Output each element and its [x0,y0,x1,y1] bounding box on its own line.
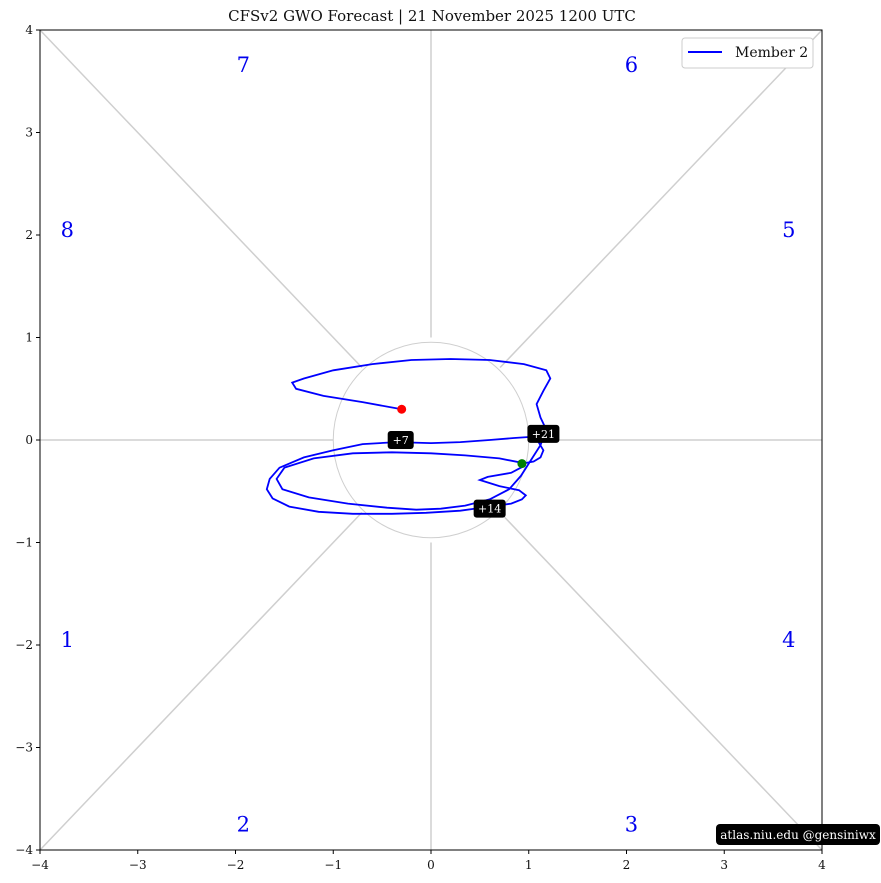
watermark: atlas.niu.edu @gensiniwx [716,824,880,845]
series-line-member-2 [265,358,552,515]
lead-label-box [387,431,414,449]
x-tick-label: 2 [623,858,631,872]
phase-guide-lines [39,29,823,851]
legend-label-member-2: Member 2 [735,45,808,61]
x-tick-label: −1 [324,858,342,872]
x-tick-label: 3 [720,858,728,872]
phase-label-1: 1 [61,628,74,652]
lead-label-text: +7 [393,434,409,447]
phase-label-5: 5 [782,218,795,242]
y-tick-label: 3 [25,126,33,140]
phase-label-3: 3 [625,812,638,836]
lead-label-text: +21 [532,428,555,441]
x-tick-label: 1 [525,858,533,872]
guide-diag-sw [39,511,363,851]
lead-label-plus-21: +21 [527,424,560,443]
y-tick-label: −3 [15,741,33,755]
phase-label-2: 2 [237,812,250,836]
watermark-box [716,824,880,845]
start-marker [517,459,527,469]
chart-title: CFSv2 GWO Forecast | 21 November 2025 12… [228,7,636,25]
lead-day-labels: +7 +14 +21 [387,424,560,518]
x-axis-ticks: −4 −3 −2 −1 0 1 2 3 4 [31,850,826,872]
legend-box [681,37,814,69]
y-tick-label: 1 [25,331,33,345]
y-tick-label: −2 [15,638,33,652]
lead-label-box [473,499,506,518]
lead-label-plus-14: +14 [473,499,506,518]
watermark-text: atlas.niu.edu @gensiniwx [720,828,876,842]
lead-label-text: +14 [478,503,501,516]
y-tick-label: 4 [25,23,33,37]
phase-label-4: 4 [782,628,795,652]
y-tick-label: 0 [25,433,33,447]
phase-labels: 1 2 3 4 5 6 7 8 [61,53,796,837]
x-tick-label: −4 [31,858,49,872]
lead-label-plus-7: +7 [387,431,414,449]
x-tick-label: −2 [227,858,245,872]
y-axis-ticks: −4 −3 −2 −1 0 1 2 3 4 [15,23,40,857]
guide-diag-ne [499,29,823,369]
end-marker [397,404,407,414]
phase-label-7: 7 [237,53,250,77]
x-tick-label: −3 [129,858,147,872]
guide-diag-nw [39,29,363,369]
legend: Member 2 [681,37,814,69]
phase-label-6: 6 [625,53,638,77]
lead-label-box [527,424,560,443]
x-tick-label: 0 [427,858,435,872]
y-tick-label: −1 [15,536,33,550]
x-tick-label: 4 [818,858,826,872]
guide-diag-se [499,511,823,851]
y-tick-label: −4 [15,843,33,857]
y-tick-label: 2 [25,228,33,242]
phase-label-8: 8 [61,218,74,242]
